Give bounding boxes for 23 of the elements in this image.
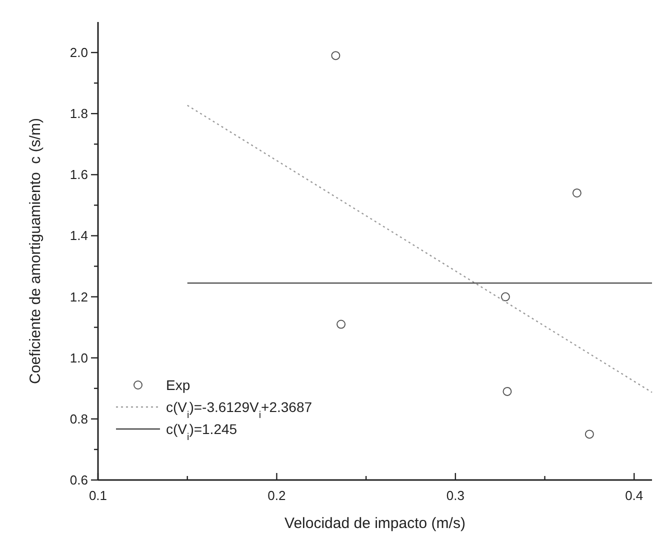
legend-label: c(V$_{i}$)=-3.6129V$_{i}$+2.3687: [166, 399, 312, 420]
point: [336, 320, 346, 329]
x-tick-label: 0.1: [88, 488, 108, 503]
x-tick-label: 0.3: [446, 488, 464, 503]
y-tick-label: 1.6: [70, 167, 88, 182]
point: [502, 386, 512, 396]
y-tick-label: 2.0: [70, 45, 88, 60]
x-axis-title: Velocidad de impacto (m/s): [284, 515, 466, 532]
y-tick-label: 1.8: [70, 106, 88, 122]
legend-label: c(V$_{i}$)=1.245: [166, 421, 238, 442]
y-tick-label: 0.6: [70, 472, 88, 488]
y-tick-label: 1.4: [70, 228, 88, 244]
y-tick-label: 1.2: [70, 289, 88, 304]
y-tick-label: 1.0: [70, 350, 88, 366]
point: [500, 292, 510, 302]
point: [584, 430, 594, 439]
y-tick-label: 0.8: [70, 411, 88, 426]
legend-label: Exp: [166, 377, 190, 393]
point: [572, 188, 582, 198]
y-axis-title: Coeficiente de amortiguamiento c (s/m): [27, 118, 44, 384]
x-tick-label: 0.4: [625, 488, 644, 503]
x-tick-label: 0.2: [268, 488, 286, 503]
point: [331, 51, 340, 60]
